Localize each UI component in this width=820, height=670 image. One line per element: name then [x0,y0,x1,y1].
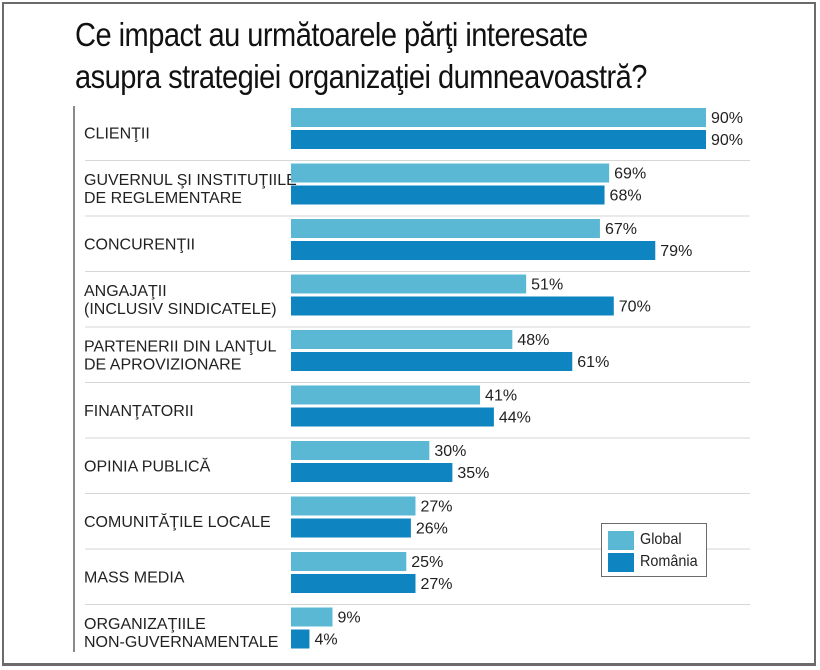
value-label-global: 9% [338,610,361,627]
bar-romania [291,629,310,649]
value-label-global: 90% [711,110,743,127]
category-label: GUVERNUL ŞI INSTITUŢIILE DE REGLEMENTARE [84,172,297,207]
bar-romania [291,574,416,593]
left-axis-line [73,106,75,652]
category-label-line: GUVERNUL ŞI INSTITUŢIILE [84,172,297,189]
category-label: COMUNITĂŢILE LOCALE [84,512,271,531]
legend-item-romania: România [608,552,704,572]
bar-global [291,496,416,516]
value-label-global: 51% [531,277,563,294]
value-label-romania: 68% [610,188,642,205]
category-label: FINANŢATORII [84,403,194,420]
bar-romania [291,241,656,260]
category-label-line: ANGAJAŢII [84,283,167,300]
category-label-line: DE REGLEMENTARE [84,190,242,207]
category-label-line: MASS MEDIA [84,570,185,587]
legend-swatch-global [608,530,634,550]
value-label-romania: 4% [314,632,337,649]
value-label-global: 30% [434,443,466,460]
value-label-global: 67% [605,221,637,238]
legend: Global România [601,523,707,577]
value-label-global: 41% [485,388,517,405]
category-label-line: CONCURENŢII [84,237,195,254]
category-label-line: OPINIA PUBLICĂ [84,457,211,476]
bar-global [291,607,333,627]
value-label-romania: 90% [711,132,743,149]
category-label: ANGAJAŢII (INCLUSIV SINDICATELE) [84,283,277,318]
bar-romania [291,352,573,371]
legend-label-romania: România [640,553,698,570]
value-label-romania: 26% [416,521,448,538]
bar-global [291,385,481,405]
bar-romania [291,407,494,427]
category-label-line: CLIENŢII [84,126,150,143]
bar-global [291,552,407,571]
category-label-line: ORGANIZAŢIILE [84,616,206,633]
bar-global [291,330,513,349]
category-label-line: (INCLUSIV SINDICATELE) [84,301,277,318]
category-label: PARTENERII DIN LANŢUL DE APROVIZIONARE [84,339,276,374]
category-label: CLIENŢII [84,126,150,143]
category-label: ORGANIZAŢIILE NON-GUVERNAMENTALE [84,616,278,651]
legend-item-global: Global [608,530,686,550]
value-label-global: 69% [614,166,646,183]
category-label-line: NON-GUVERNAMENTALE [84,634,278,651]
category-label-line: PARTENERII DIN LANŢUL [84,339,276,356]
chart-title-line-1: Ce impact au următoarele părţi interesat… [75,16,588,53]
bar-romania [291,518,411,538]
value-label-romania: 44% [499,410,531,427]
bar-global [291,163,610,183]
category-label-line: FINANŢATORII [84,403,194,420]
bar-romania [291,296,614,316]
chart-title: Ce impact au următoarele părţi interesat… [75,14,647,98]
value-label-romania: 70% [619,299,651,316]
bar-romania [291,463,453,482]
bar-romania [291,185,605,205]
category-label-line: DE APROVIZIONARE [84,357,241,374]
value-label-romania: 35% [457,465,489,482]
bar-global [291,441,430,460]
bar-romania [291,130,706,149]
chart-title-line-2: asupra strategiei organizaţiei dumneavoa… [75,58,647,95]
bar-global [291,274,527,294]
value-label-global: 48% [517,332,549,349]
category-label: MASS MEDIA [84,570,185,587]
legend-label-global: Global [640,531,682,548]
value-label-global: 27% [421,499,453,516]
value-label-romania: 79% [660,243,692,260]
legend-swatch-romania [608,552,634,572]
value-label-romania: 27% [421,576,453,593]
value-label-global: 25% [411,554,443,571]
value-label-romania: 61% [577,354,609,371]
bar-global [291,219,600,238]
bar-global [291,108,706,127]
category-label: CONCURENŢII [84,237,195,254]
category-label-line: COMUNITĂŢILE LOCALE [84,512,271,531]
category-label: OPINIA PUBLICĂ [84,457,211,476]
